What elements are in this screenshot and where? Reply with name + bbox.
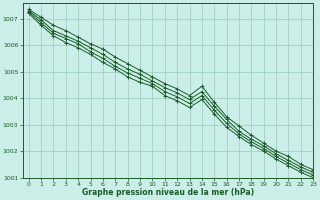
X-axis label: Graphe pression niveau de la mer (hPa): Graphe pression niveau de la mer (hPa) bbox=[82, 188, 254, 197]
